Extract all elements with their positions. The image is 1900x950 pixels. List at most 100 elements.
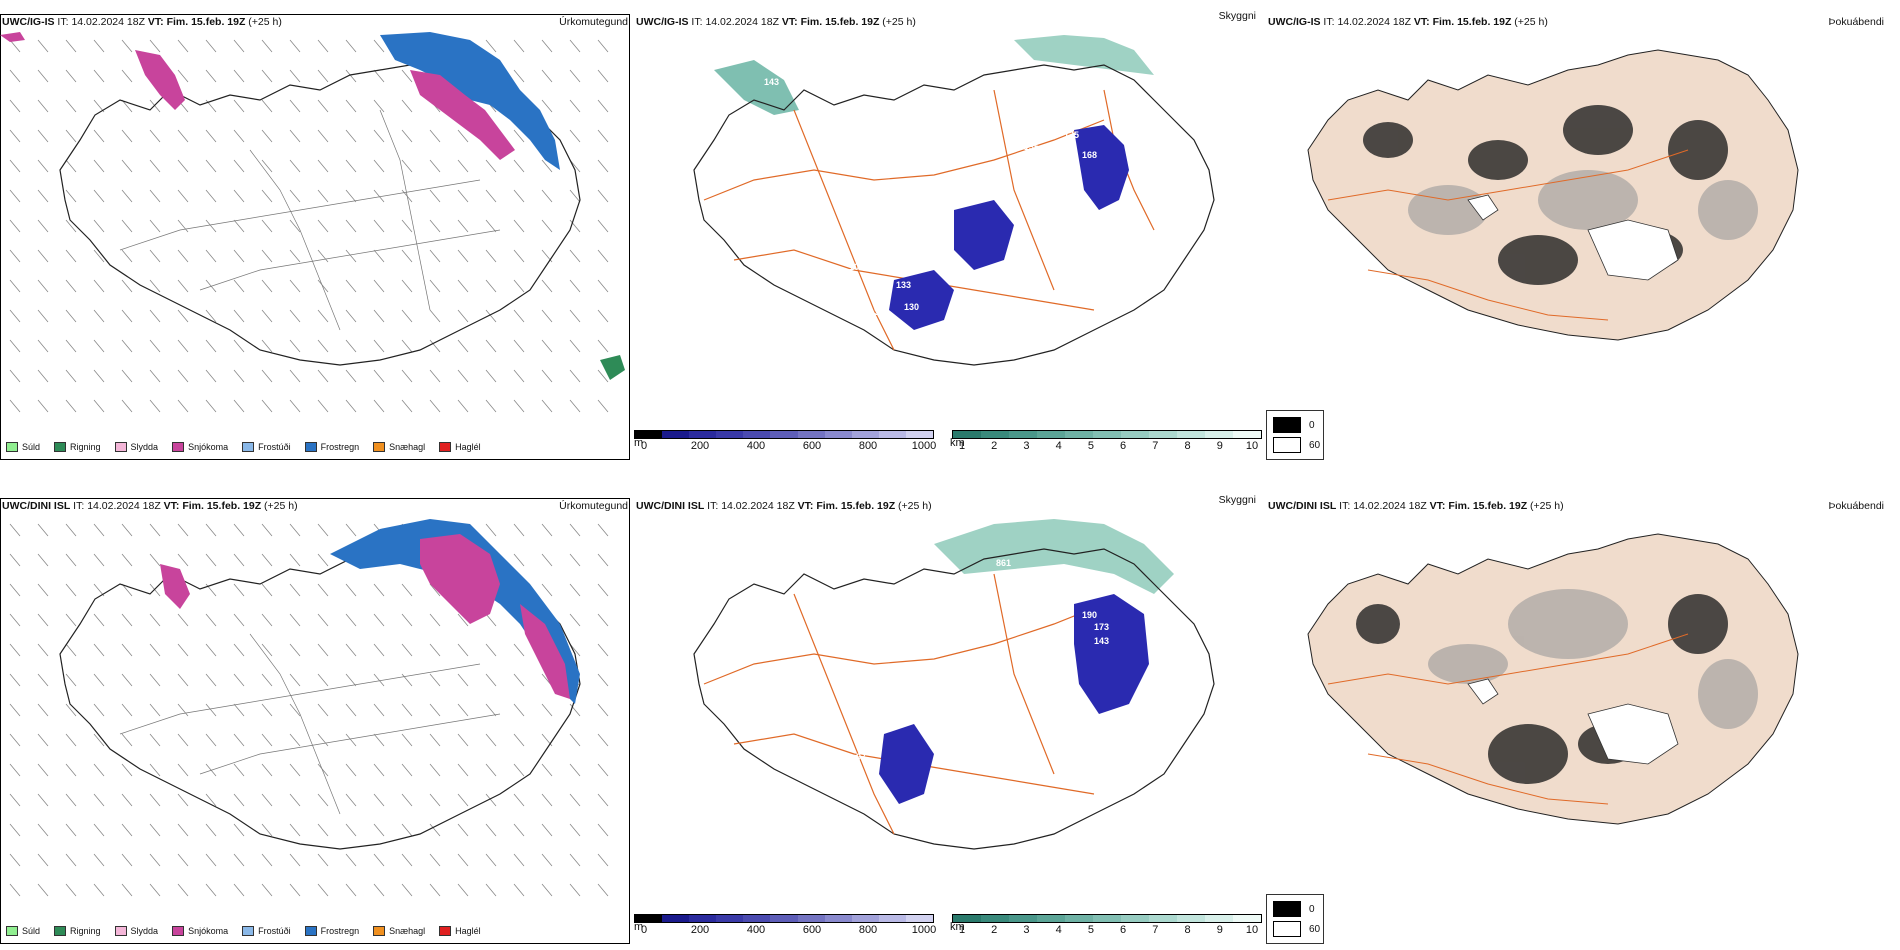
cloud-height-label: 130 <box>904 302 919 312</box>
wind-barb <box>317 853 329 867</box>
scale-tick-label: 10 <box>1245 924 1259 936</box>
fog-panel: UWC/IG-IS IT: 14.02.2024 18Z VT: Fim. 15… <box>1268 0 1900 460</box>
scale-tick-label: 1 <box>958 924 966 936</box>
wind-barb <box>149 733 161 747</box>
cloud-height-label: 209 <box>1054 110 1069 120</box>
wind-barb <box>457 399 469 413</box>
wind-barb <box>317 583 329 597</box>
wind-barb <box>345 129 357 143</box>
legend-item: Haglél <box>439 442 481 452</box>
wind-barb <box>233 339 245 353</box>
wind-barb <box>177 853 189 867</box>
scale-tick-label: 9 <box>1216 924 1223 936</box>
wind-barb <box>569 613 581 627</box>
wind-barb <box>261 883 273 897</box>
wind-barb <box>485 39 497 53</box>
wind-barb <box>37 39 49 53</box>
wind-barb <box>9 553 21 567</box>
wind-barb <box>513 733 525 747</box>
cloud-panel-label: Skyggni <box>1218 494 1256 506</box>
iceland-coastline <box>59 548 581 850</box>
wind-barb <box>177 309 189 323</box>
wind-barb <box>261 553 273 567</box>
scale-swatch <box>1233 431 1261 438</box>
model-name: UWC/DINI ISL <box>2 500 71 512</box>
wind-barb <box>121 613 133 627</box>
wind-barb <box>541 99 553 113</box>
wind-barb <box>205 673 217 687</box>
wind-barb <box>37 249 49 263</box>
wind-barb <box>597 583 609 597</box>
wind-barb <box>429 369 441 383</box>
scale-tick-label: 200 <box>690 440 710 452</box>
model-name: UWC/IG-IS <box>636 16 689 28</box>
wind-barb <box>149 279 161 293</box>
wind-barb <box>345 279 357 293</box>
wind-barb <box>373 69 385 83</box>
wind-barb <box>317 159 329 173</box>
wind-barb <box>289 159 301 173</box>
wind-barb <box>429 279 441 293</box>
wind-barb <box>177 793 189 807</box>
vt-value: Fim. 15.feb. 19Z <box>182 500 262 512</box>
wind-barb <box>205 159 217 173</box>
wind-barb <box>261 249 273 263</box>
wind-barb <box>597 99 609 113</box>
wind-barb <box>541 853 553 867</box>
cloud-height-label: 118 <box>1018 672 1033 682</box>
wind-barb <box>37 129 49 143</box>
wind-barb <box>373 189 385 203</box>
road-network <box>119 109 501 331</box>
wind-barb <box>401 129 413 143</box>
wind-barb <box>93 763 105 777</box>
wind-barb <box>9 883 21 897</box>
cloud-height-label: 81 <box>986 82 996 92</box>
wind-barb <box>65 129 77 143</box>
wind-barb <box>233 733 245 747</box>
unit-km: km <box>950 921 965 933</box>
scale-tick-label: 8 <box>1184 924 1191 936</box>
wind-barb <box>261 99 273 113</box>
fog-legend-swatch <box>1273 417 1301 433</box>
wind-barb <box>289 733 301 747</box>
wind-barb <box>65 279 77 293</box>
wind-barb <box>289 823 301 837</box>
wind-barb <box>261 643 273 657</box>
scalebar-m: 0 200 400 600 800 1000 <box>634 430 936 454</box>
legend-item: Snæhagl <box>373 442 425 452</box>
wind-barb <box>569 853 581 867</box>
wind-barb <box>317 673 329 687</box>
wind-barb <box>513 853 525 867</box>
wind-barb <box>317 523 329 537</box>
cloud-height-label: 148 <box>1052 640 1067 650</box>
wind-barb <box>93 69 105 83</box>
wind-barb <box>149 369 161 383</box>
wind-barb <box>317 369 329 383</box>
wind-barb <box>401 369 413 383</box>
wind-barb <box>597 399 609 413</box>
wind-barb <box>289 219 301 233</box>
scale-tick-label: 1000 <box>911 924 937 936</box>
wind-barb <box>401 883 413 897</box>
scale-swatch <box>1149 431 1177 438</box>
wind-barb <box>373 613 385 627</box>
scale-tick-label: 0 <box>640 924 648 936</box>
scale-tick-label: 3 <box>1023 924 1030 936</box>
wind-barb <box>149 583 161 597</box>
legend-item: Frostregn <box>304 926 359 936</box>
wind-barb <box>37 793 49 807</box>
wind-barb <box>597 159 609 173</box>
wind-barb <box>205 219 217 233</box>
wind-barb <box>121 553 133 567</box>
wind-barb <box>9 763 21 777</box>
panel-title: UWC/DINI ISL IT: 14.02.2024 18Z VT: Fim.… <box>1268 500 1564 512</box>
wind-barb <box>317 883 329 897</box>
precip-panel-label: Úrkomutegund <box>559 500 628 512</box>
wind-barb <box>513 279 525 293</box>
wind-barb <box>485 159 497 173</box>
wind-barb <box>289 553 301 567</box>
wind-barb <box>9 339 21 353</box>
wind-barb <box>121 883 133 897</box>
cloud-height-label: 173 <box>1094 622 1109 632</box>
